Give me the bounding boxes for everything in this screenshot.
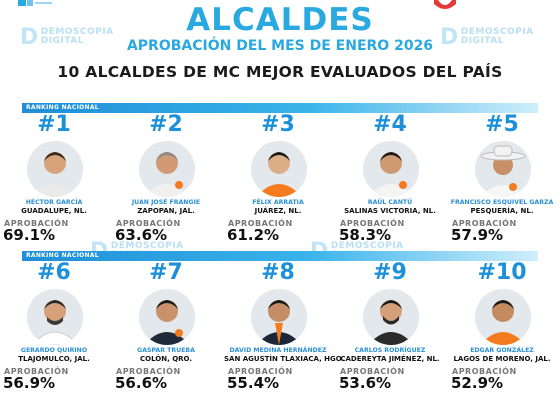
mayor-city: COLÓN, QRO. (139, 355, 192, 363)
approval-label: APROBACIÓN (4, 367, 69, 376)
approval-label: APROBACIÓN (452, 219, 517, 228)
rank-label: #2 (149, 112, 183, 137)
mayor-name: CARLOS RODRÍGUEZ (354, 347, 426, 354)
mayor-photo (139, 141, 195, 197)
mayor-photo (475, 141, 531, 197)
rank-label: #1 (37, 112, 71, 137)
approval-value: 69.1% (3, 226, 56, 244)
mayor-photo (363, 289, 419, 345)
mayor-name: GASPAR TRUEBA (137, 347, 195, 354)
approval-label: APROBACIÓN (116, 367, 181, 376)
rank-label: #8 (261, 260, 295, 285)
ranking-band: RANKING NACIONAL (22, 251, 538, 261)
approval-value: 56.6% (115, 374, 168, 392)
mayor-photo (251, 289, 307, 345)
page-subtitle: APROBACIÓN DEL MES DE ENERO 2026 (126, 38, 434, 54)
mayor-photo (27, 289, 83, 345)
approval-label: APROBACIÓN (340, 219, 405, 228)
heart-icon (434, 0, 456, 9)
mayor-city: SAN AGUSTÍN TLAXIACA, HGO. (224, 355, 345, 363)
mayor-city: LAGOS DE MORENO, JAL. (453, 355, 551, 363)
rank-label: #7 (149, 260, 183, 285)
mayor-city: ZAPOPAN, JAL. (137, 207, 195, 215)
mayor-photo (251, 141, 307, 197)
rank-label: #4 (373, 112, 407, 137)
mayor-city: SALINAS VICTORIA, NL. (344, 207, 436, 215)
ranking-band: RANKING NACIONAL (22, 103, 538, 113)
mayor-city: TLAJOMULCO, JAL. (18, 355, 90, 363)
mayor-city: GUADALUPE, NL. (21, 207, 87, 215)
mayor-name: FRANCISCO ESQUIVEL GARZA (450, 199, 554, 206)
mayor-name: EDGAR GONZÁLEZ (470, 347, 534, 354)
mayor-name: JUAN JOSÉ FRANGIE (131, 199, 201, 206)
mayor-photo (475, 289, 531, 345)
rank-label: #3 (261, 112, 295, 137)
mayor-city: CADEREYTA JIMÉNEZ, NL. (340, 355, 440, 363)
approval-label: APROBACIÓN (4, 219, 69, 228)
page-title: ALCALDES (186, 2, 374, 38)
approval-value: 58.3% (339, 226, 392, 244)
approval-value: 52.9% (451, 374, 504, 392)
approval-value: 56.9% (3, 374, 56, 392)
approval-value: 53.6% (339, 374, 392, 392)
mayor-photo (27, 141, 83, 197)
approval-label: APROBACIÓN (228, 367, 293, 376)
mayor-photo (139, 289, 195, 345)
rank-label: #6 (37, 260, 71, 285)
approval-label: APROBACIÓN (228, 219, 293, 228)
approval-value: 55.4% (227, 374, 280, 392)
mayor-name: RAÚL CANTÚ (367, 199, 413, 206)
approval-value: 63.6% (115, 226, 168, 244)
mayor-name: FÉLIX ARRATIA (252, 199, 304, 206)
approval-label: APROBACIÓN (452, 367, 517, 376)
approval-value: 57.9% (451, 226, 504, 244)
rank-label: #9 (373, 260, 407, 285)
corner-logo-icon (18, 0, 52, 6)
approval-label: APROBACIÓN (340, 367, 405, 376)
mayor-name: GERARDO QUIRINO (20, 347, 88, 354)
approval-value: 61.2% (227, 226, 280, 244)
mayor-name: DAVID MEDINA HERNÁNDEZ (229, 347, 327, 354)
mayor-photo (363, 141, 419, 197)
rank-label: #10 (477, 260, 527, 285)
rank-label: #5 (485, 112, 519, 137)
approval-label: APROBACIÓN (116, 219, 181, 228)
mayor-name: HÉCTOR GARCÍA (25, 199, 83, 206)
page-headline: 10 ALCALDES DE MC MEJOR EVALUADOS DEL PA… (57, 63, 503, 81)
mayor-city: PESQUERÍA, NL. (470, 207, 534, 215)
mayor-city: JUÁREZ, NL. (254, 207, 302, 215)
